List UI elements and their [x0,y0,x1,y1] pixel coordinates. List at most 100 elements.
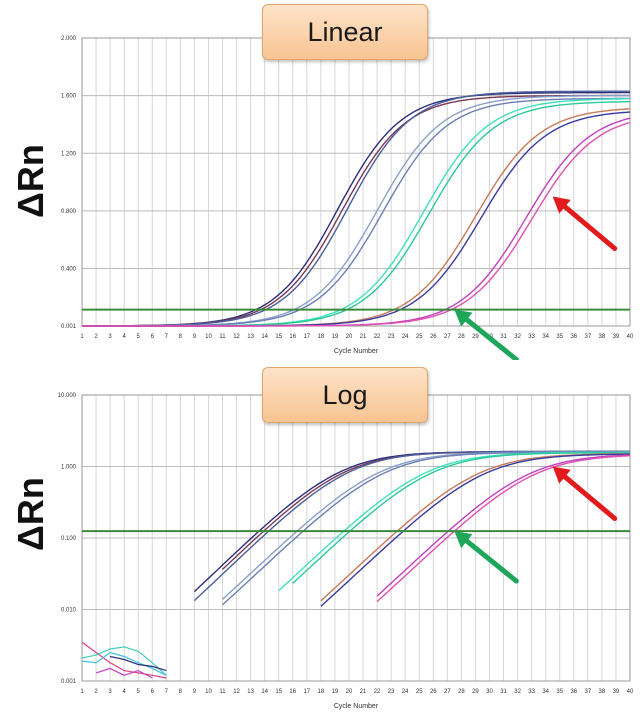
x-tick-label: 3 [108,334,112,340]
x-tick-label: 38 [599,334,606,340]
x-tick-label: 28 [458,689,465,695]
x-tick-label: 6 [151,689,155,695]
x-tick-label: 36 [570,334,577,340]
x-tick-label: 25 [416,689,423,695]
x-tick-label: 3 [108,689,112,695]
x-tick-label: 17 [303,689,310,695]
x-tick-label: 40 [627,334,634,340]
x-tick-label: 35 [556,334,563,340]
amplification-curve [222,451,630,600]
x-tick-label: 29 [472,334,479,340]
x-tick-label: 22 [374,334,381,340]
x-tick-label: 39 [613,334,620,340]
x-tick-label: 14 [261,334,268,340]
x-tick-label: 32 [514,689,521,695]
y-tick-label: 0.800 [61,209,77,215]
y-tick-label: 0.010 [61,608,77,614]
y-tick-label: 1.600 [61,94,77,100]
x-tick-label: 30 [486,689,493,695]
x-tick-label: 13 [247,689,254,695]
x-tick-label: 29 [472,689,479,695]
x-tick-label: 34 [542,689,549,695]
x-tick-label: 21 [360,689,367,695]
noise-line [109,655,167,672]
arrow-head [454,309,473,327]
x-tick-label: 18 [318,689,325,695]
y-tick-label: 10.000 [58,393,77,399]
y-tick-label: 1.200 [61,151,77,157]
x-tick-label: 26 [430,334,437,340]
y-tick-label: 1.000 [61,465,77,471]
x-tick-label: 12 [233,334,240,340]
x-tick-label: 14 [261,689,268,695]
amplification-curve [320,453,630,607]
x-tick-label: 24 [402,334,409,340]
x-tick-label: 16 [289,334,296,340]
x-tick-label: 7 [165,334,169,340]
amplification-curve [376,454,631,597]
arrow-head [454,531,473,549]
x-tick-label: 20 [346,689,353,695]
amplification-curve [82,98,631,327]
x-tick-label: 23 [388,689,395,695]
x-tick-label: 31 [500,334,507,340]
x-tick-label: 26 [430,689,437,695]
y-tick-label: 0.001 [61,324,77,330]
x-tick-label: 27 [444,689,451,695]
x-tick-label: 8 [179,689,183,695]
amplification-curve [82,90,630,327]
x-tick-label: 6 [151,334,155,340]
amplification-curve [82,108,631,327]
linear-title: Linear [262,4,428,60]
x-tick-label: 34 [542,334,549,340]
amplification-curve [278,451,630,592]
amplification-curve [82,111,631,327]
linear-y-axis-label: ΔRn [9,144,51,218]
x-tick-label: 36 [570,689,577,695]
x-tick-label: 40 [627,689,634,695]
noise-line [81,646,167,676]
amplification-curve [376,455,631,603]
x-tick-label: 1 [80,334,84,340]
x-tick-label: 7 [165,689,169,695]
x-tick-label: 12 [233,689,240,695]
x-tick-label: 13 [247,334,254,340]
x-tick-label: 37 [585,334,592,340]
y-tick-label: 0.100 [61,536,77,542]
x-tick-label: 4 [122,334,126,340]
x-tick-label: 37 [585,689,592,695]
x-tick-label: 5 [137,689,141,695]
x-tick-label: 2 [94,334,98,340]
x-tick-label: 24 [402,689,409,695]
x-tick-label: 11 [219,689,226,695]
x-tick-label: 8 [179,334,183,340]
x-tick-label: 15 [275,689,282,695]
x-tick-label: 19 [332,334,339,340]
x-tick-label: 21 [360,334,367,340]
amplification-curve [82,100,630,327]
x-tick-label: 31 [500,689,507,695]
noise-line [95,667,153,679]
arrow-head [552,196,571,214]
x-tick-label: 17 [303,334,310,340]
linear-panel: 1 2 3 4 5 6 7 8 9 10 11 12 13 14 15 16 17 18 19 20 21 22 23 24 2… [0,0,643,360]
arrow-head [552,466,571,484]
x-tick-label: 32 [514,334,521,340]
x-tick-label: 20 [346,334,353,340]
arrow-shaft [562,474,618,521]
x-tick-label: 2 [94,689,98,695]
x-tick-label: 25 [416,334,423,340]
x-tick-label: 11 [219,334,226,340]
log-title: Log [262,367,428,423]
x-tick-label: 19 [332,689,339,695]
x-tick-label: 16 [289,689,296,695]
log-y-axis-label: ΔRn [9,477,51,551]
y-tick-label: 0.400 [61,267,77,273]
arrow-shaft [562,204,618,251]
x-tick-label: 33 [528,334,535,340]
x-tick-label: 22 [374,689,381,695]
x-tick-label: 10 [205,334,212,340]
x-tick-label: 18 [318,334,325,340]
x-tick-label: 27 [444,334,451,340]
amplification-curve [82,97,630,327]
